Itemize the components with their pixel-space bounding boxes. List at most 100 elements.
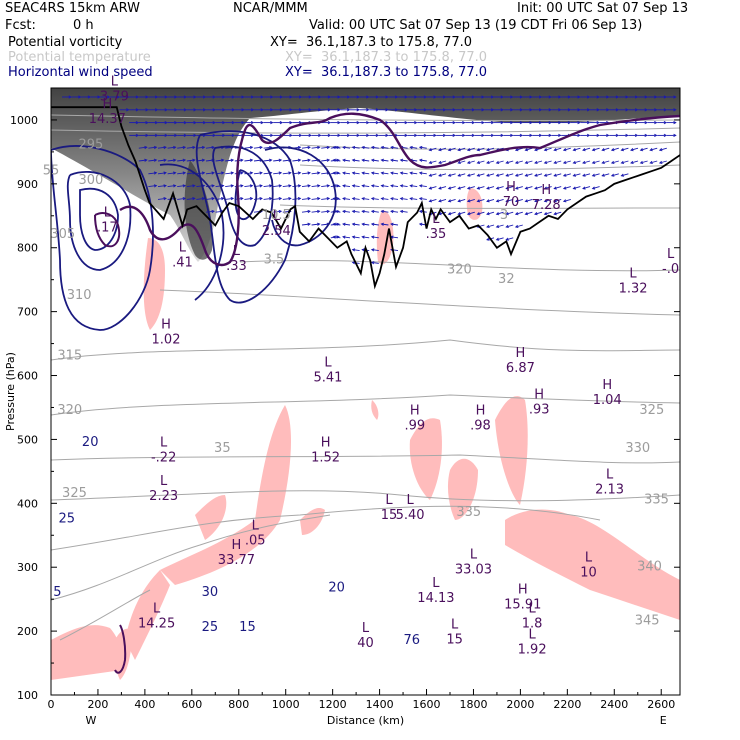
- extremum-type: L: [585, 551, 593, 566]
- wind-vector-head: [201, 171, 206, 175]
- wind-vector: [342, 197, 351, 200]
- wind-vector-head: [183, 120, 188, 125]
- wind-vector: [177, 185, 186, 188]
- extremum-value: 1.04: [593, 393, 622, 408]
- wind-vector-head: [182, 184, 187, 188]
- wind-vector-head: [173, 171, 177, 175]
- plot-frame: [50, 87, 681, 696]
- wind-vector: [400, 185, 408, 188]
- wind-vector: [467, 186, 475, 190]
- wind-vector-head: [385, 108, 389, 112]
- isentrope: [239, 260, 680, 272]
- wind-vector: [333, 197, 341, 200]
- wind-vector-head: [356, 108, 360, 112]
- wind-vector: [563, 173, 571, 177]
- wind-vector-head: [250, 120, 255, 125]
- y-tick-label: 700: [17, 306, 38, 319]
- wind-vector-head: [346, 108, 351, 112]
- wind-vector-head: [486, 186, 490, 190]
- wind-vector: [263, 146, 272, 149]
- wind-vector-head: [327, 133, 332, 138]
- wind-vector: [148, 185, 157, 188]
- init-time: Init: 00 UTC Sat 07 Sep 13: [517, 1, 689, 16]
- wind-vector-head: [211, 171, 215, 175]
- wind-vector-head: [361, 235, 365, 239]
- wind-vector-head: [380, 145, 384, 150]
- wind-vector-head: [260, 120, 264, 125]
- wind-vector: [554, 198, 562, 202]
- isentrope: [299, 164, 680, 171]
- field-name-theta: Potential temperature: [8, 50, 151, 65]
- wind-vector: [215, 159, 224, 162]
- wind-vector: [390, 146, 399, 149]
- wind-vector-head: [361, 145, 365, 150]
- wind-vector-head: [634, 120, 639, 125]
- extremum-type: H: [321, 436, 331, 451]
- wind-vector-head: [298, 108, 303, 112]
- wind-vector-head: [606, 95, 610, 99]
- wind-vector-head: [462, 108, 466, 112]
- wind-vector: [515, 211, 523, 215]
- wind-vector-head: [514, 186, 519, 190]
- extremum-value: .41: [172, 256, 193, 271]
- wind-vector-head: [562, 160, 567, 165]
- wind-vector: [573, 173, 581, 177]
- wind-vector-head: [409, 197, 413, 201]
- extremum-value: .98: [470, 419, 491, 434]
- wind-vector: [301, 146, 311, 149]
- wind-vector-head: [399, 158, 404, 162]
- wind-vector-head: [543, 212, 548, 216]
- wind-vector: [263, 185, 272, 188]
- wind-vector-head: [558, 133, 562, 138]
- wind-vector-head: [428, 148, 433, 152]
- wind-vector-head: [192, 158, 196, 162]
- wind-vector-head: [394, 108, 399, 112]
- wind-vector-head: [361, 209, 365, 214]
- wind-vector-head: [490, 108, 495, 112]
- wind-vector: [496, 211, 504, 215]
- wind-vector-head: [625, 95, 629, 99]
- wind-vector-head: [278, 197, 283, 201]
- wind-vector: [515, 173, 523, 177]
- wind-vector: [611, 147, 619, 151]
- wind-vector: [477, 147, 485, 151]
- wind-vector-head: [278, 158, 283, 162]
- wind-vector-head: [370, 235, 375, 239]
- wind-vector-head: [452, 133, 456, 138]
- wind-vector-head: [538, 108, 543, 112]
- wind-vector-head: [193, 133, 197, 138]
- wind-vector-head: [279, 120, 284, 125]
- wind-vector-head: [351, 209, 356, 214]
- wind-speed-contour: [264, 146, 337, 247]
- wind-vector: [496, 224, 504, 228]
- isentrope-label: 35: [214, 441, 231, 456]
- wind-vector: [496, 237, 504, 241]
- wind-vector-head: [212, 133, 216, 138]
- wind-vector: [390, 223, 399, 226]
- wind-vector: [311, 185, 320, 188]
- wind-vector-head: [423, 108, 428, 112]
- wind-vector-head: [562, 199, 567, 203]
- wind-vector-head: [534, 186, 538, 190]
- wind-vector: [621, 147, 629, 151]
- extremum-value: 70: [503, 195, 520, 210]
- wind-vector: [273, 197, 282, 200]
- x-tick-label: 1400: [366, 698, 394, 711]
- extremum-value: .17: [97, 221, 118, 236]
- wind-vector: [157, 146, 167, 149]
- extremum-type: L: [160, 436, 168, 451]
- wind-vector-head: [351, 184, 356, 188]
- wind-vector-head: [135, 95, 140, 99]
- org-label: NCAR/MMM: [233, 1, 308, 16]
- wind-vector-head: [361, 171, 365, 175]
- wind-vector: [419, 146, 427, 149]
- wind-vector-head: [519, 120, 524, 125]
- wind-vector-head: [596, 133, 600, 138]
- wind-speed-label: 15: [239, 620, 256, 635]
- wind-vector-head: [591, 160, 596, 165]
- cloud-region: [143, 238, 165, 330]
- wind-vector: [225, 185, 234, 188]
- wind-vector-head: [553, 160, 557, 165]
- wind-vector: [467, 147, 475, 151]
- wind-vector: [205, 210, 215, 213]
